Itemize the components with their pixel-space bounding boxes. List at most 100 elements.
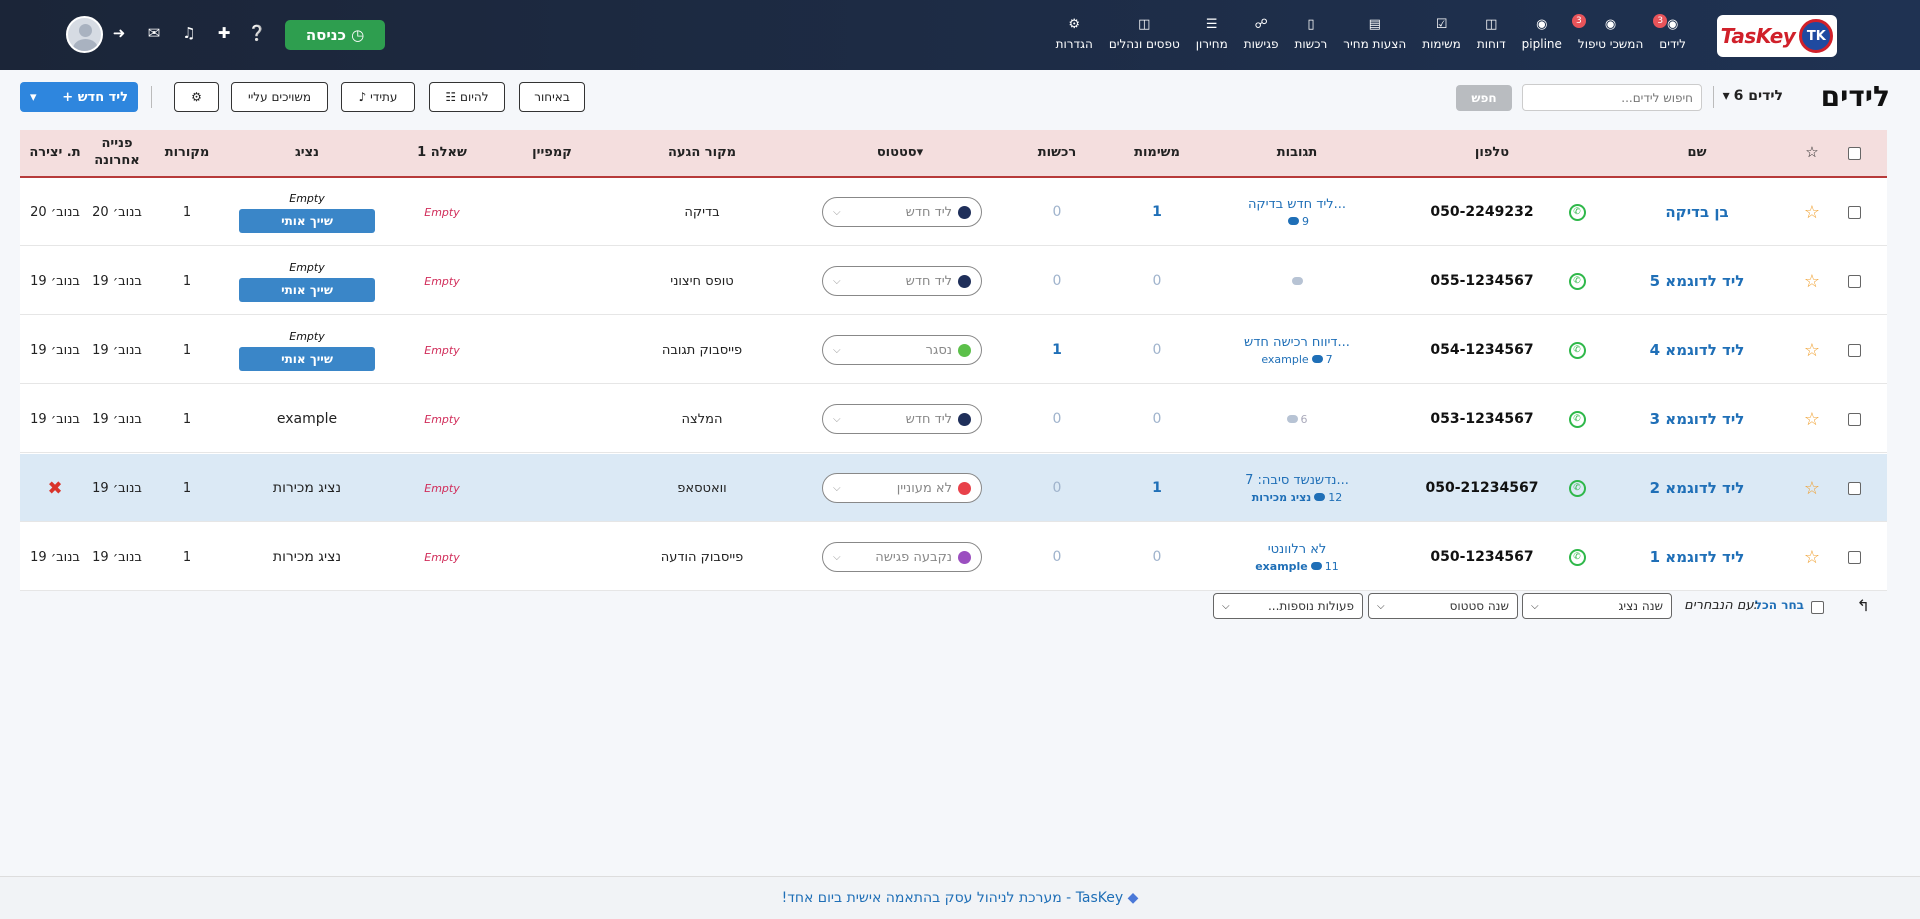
reply-text[interactable]: ליד חדש בדיקה... (1247, 196, 1347, 212)
header-sources-count[interactable]: מקורות (164, 144, 210, 160)
search-button[interactable]: חפש (1456, 85, 1512, 111)
nav-item-quotes[interactable]: ▤ הצעות מחיר (1335, 16, 1414, 51)
whatsapp-icon[interactable]: ✆ (1557, 454, 1597, 522)
table-row[interactable]: ☆ ליד לדוגמא 1 ✆ 050-1234567 לא רלוונטי … (20, 523, 1887, 591)
tasks-cell[interactable]: 1 (1107, 178, 1207, 246)
replies-cell[interactable]: ליד חדש בדיקה... 9 (1217, 178, 1377, 246)
row-select[interactable] (1839, 178, 1869, 246)
nav-item-pricelist[interactable]: ☰ מחירון (1188, 16, 1236, 51)
lead-name-link[interactable]: ליד לדוגמא 2 (1597, 454, 1797, 522)
lead-name-link[interactable]: ליד לדוגמא 4 (1597, 316, 1797, 384)
nav-item-forms[interactable]: ◫ טפסים ונהלים (1101, 16, 1188, 51)
help-icon[interactable]: ❔ (247, 24, 267, 42)
replies-cell[interactable]: דיווח רכישה חדש... example 7 (1217, 316, 1377, 384)
nav-item-followups[interactable]: 3 ◉ המשכי טיפול (1570, 14, 1651, 51)
table-row[interactable]: ☆ ליד לדוגמא 3 ✆ 053-1234567 6 0 0 ליד ח… (20, 385, 1887, 453)
plus-icon[interactable]: ✚ (217, 24, 231, 42)
table-row[interactable]: ☆ בן בדיקה ✆ 050-2249232 ליד חדש בדיקה..… (20, 178, 1887, 246)
logo[interactable]: TasKey TK (1717, 15, 1837, 57)
bell-icon[interactable]: ♫ (182, 24, 196, 42)
favorite-star-icon[interactable]: ☆ (1797, 454, 1827, 522)
nav-item-meetings[interactable]: ☍ פגישות (1236, 16, 1287, 51)
purchases-cell[interactable]: 1 (1007, 316, 1107, 384)
table-row[interactable]: ☆ ליד לדוגמא 5 ✆ 055-1234567 0 0 ליד חדש… (20, 247, 1887, 315)
nav-item-purchases[interactable]: ▯ רכשות (1287, 16, 1336, 51)
today-filter-button[interactable]: ☷ להיום (429, 82, 505, 112)
header-created[interactable]: ת. יצירה (29, 144, 81, 160)
row-select[interactable] (1839, 385, 1869, 453)
nav-item-leads[interactable]: 3 ◉ לידים (1651, 14, 1694, 51)
tasks-cell[interactable]: 1 (1107, 454, 1207, 522)
checkbox[interactable] (1847, 412, 1861, 426)
reply-text[interactable]: נדשנשד סיבה: 7... (1245, 472, 1349, 488)
status-select[interactable]: ליד חדש ⌵ (822, 404, 982, 434)
header-phone[interactable]: טלפון (1474, 144, 1510, 160)
select-all-label[interactable]: בחר הכל (1754, 598, 1804, 612)
nav-item-tasks[interactable]: ☑ משימות (1414, 16, 1469, 51)
checkbox[interactable] (1847, 205, 1861, 219)
header-select-all[interactable] (1839, 130, 1869, 176)
avatar[interactable] (66, 16, 103, 53)
whatsapp-icon[interactable]: ✆ (1557, 316, 1597, 384)
replies-cell[interactable]: 6 (1217, 385, 1377, 453)
header-tasks[interactable]: משימות (1134, 144, 1180, 160)
assign-me-button[interactable]: שייך אותי (239, 208, 375, 233)
nav-item-pipeline[interactable]: ◉ pipline (1514, 16, 1570, 51)
row-select[interactable] (1839, 247, 1869, 315)
assign-me-button[interactable]: שייך אותי (239, 277, 375, 302)
whatsapp-icon[interactable]: ✆ (1557, 385, 1597, 453)
row-select[interactable] (1839, 316, 1869, 384)
enter-button[interactable]: כניסה ◷ (285, 20, 385, 50)
checkbox[interactable] (1847, 550, 1861, 564)
reply-text[interactable]: דיווח רכישה חדש... (1244, 334, 1350, 350)
table-row[interactable]: ☆ ליד לדוגמא 2 ✆ 050-21234567 נדשנשד סיב… (20, 454, 1887, 522)
header-favorite[interactable]: ☆ (1797, 130, 1827, 176)
row-select[interactable] (1839, 523, 1869, 591)
replies-cell[interactable] (1217, 247, 1377, 315)
favorite-star-icon[interactable]: ☆ (1797, 385, 1827, 453)
lead-name-link[interactable]: בן בדיקה (1597, 178, 1797, 246)
favorite-star-icon[interactable]: ☆ (1797, 247, 1827, 315)
status-select[interactable]: ליד חדש ⌵ (822, 197, 982, 227)
status-select[interactable]: ליד חדש ⌵ (822, 266, 982, 296)
chat-icon[interactable]: ✉ (147, 24, 161, 42)
delete-row-button[interactable]: ✖ (25, 454, 85, 522)
lead-name-link[interactable]: ליד לדוגמא 1 (1597, 523, 1797, 591)
status-select[interactable]: נסגר ⌵ (822, 335, 982, 365)
change-agent-select[interactable]: שנה נציג ⌵ (1522, 593, 1672, 619)
favorite-star-icon[interactable]: ☆ (1797, 178, 1827, 246)
header-purchases[interactable]: רכשות (1037, 144, 1077, 160)
header-replies[interactable]: תגובות (1276, 144, 1318, 160)
header-last-contact[interactable]: פנייה אחרונה (94, 136, 140, 168)
header-source[interactable]: מקור הגעה (667, 144, 737, 160)
checkbox[interactable] (1847, 481, 1861, 495)
replies-cell[interactable]: נדשנשד סיבה: 7... נציג מכירות 12 (1217, 454, 1377, 522)
settings-button[interactable]: ⚙ (174, 82, 219, 112)
header-campaign[interactable]: קמפיין (532, 144, 572, 160)
reply-text[interactable]: לא רלוונטי (1267, 541, 1327, 557)
header-status[interactable]: סטטוס ▾ (802, 130, 1002, 176)
checkbox[interactable] (1847, 146, 1861, 160)
assign-me-button[interactable]: שייך אותי (239, 346, 375, 371)
header-name[interactable]: שם (1687, 144, 1707, 160)
nav-item-reports[interactable]: ◫ דוחות (1469, 16, 1514, 51)
checkbox[interactable] (1847, 343, 1861, 357)
row-select[interactable] (1839, 454, 1869, 522)
table-row[interactable]: ☆ ליד לדוגמא 4 ✆ 054-1234567 דיווח רכישה… (20, 316, 1887, 384)
search-input[interactable] (1522, 84, 1702, 111)
favorite-star-icon[interactable]: ☆ (1797, 316, 1827, 384)
header-agent[interactable]: נציג (294, 144, 319, 160)
lead-name-link[interactable]: ליד לדוגמא 5 (1597, 247, 1797, 315)
status-select[interactable]: נקבעה פגישה ⌵ (822, 542, 982, 572)
signin-icon[interactable]: ➜ (112, 24, 126, 42)
header-question1[interactable]: שאלה 1 (417, 144, 467, 160)
new-lead-button[interactable]: ▾ + ליד חדש (20, 82, 138, 112)
nav-item-settings[interactable]: ⚙ הגדרות (1048, 16, 1101, 51)
lead-name-link[interactable]: ליד לדוגמא 3 (1597, 385, 1797, 453)
assigned-filter-button[interactable]: משויכים עליי (231, 82, 328, 112)
more-actions-select[interactable]: פעולות נוספות... ⌵ (1213, 593, 1363, 619)
whatsapp-icon[interactable]: ✆ (1557, 247, 1597, 315)
favorite-star-icon[interactable]: ☆ (1797, 523, 1827, 591)
whatsapp-icon[interactable]: ✆ (1557, 523, 1597, 591)
replies-cell[interactable]: לא רלוונטי example 11 (1217, 523, 1377, 591)
